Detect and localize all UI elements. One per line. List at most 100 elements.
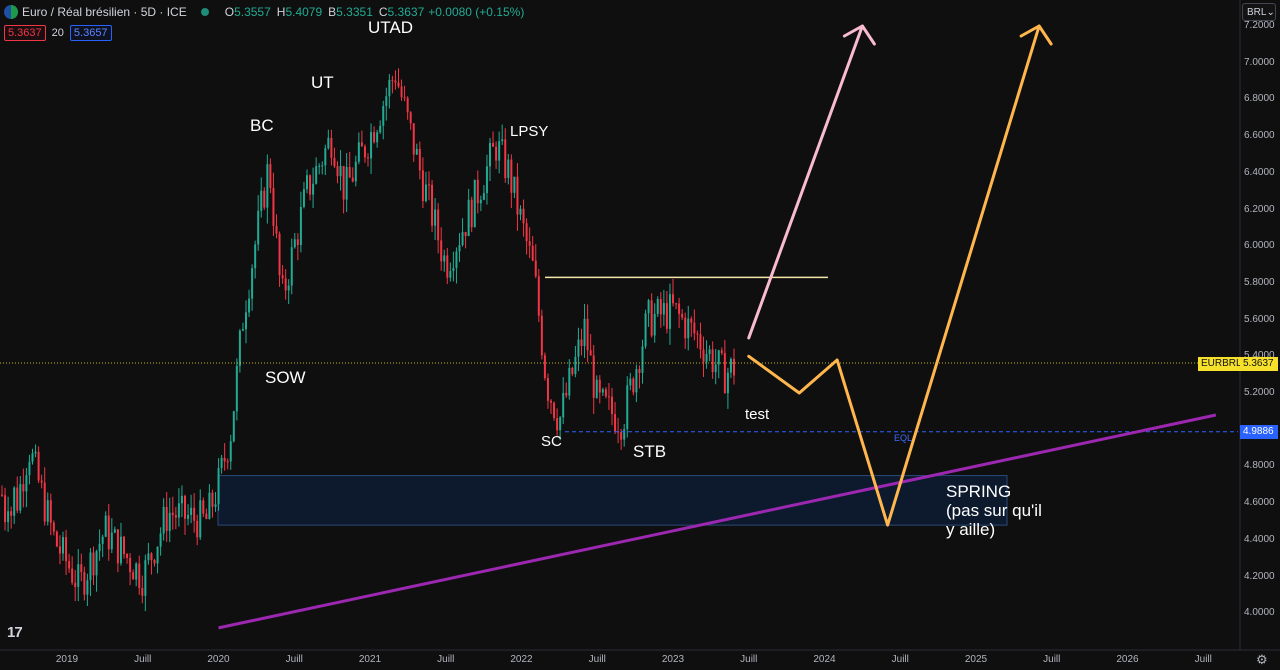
time-tick-label: 2025: [964, 654, 988, 665]
bullish-projection-arrow[interactable]: [747, 24, 864, 340]
candle-body: [132, 572, 135, 580]
candle-body: [251, 268, 254, 299]
candle-body: [440, 240, 443, 262]
label-sow: SOW: [265, 368, 306, 387]
candle-body: [443, 255, 446, 262]
candle-body: [324, 148, 327, 166]
candle-body: [449, 271, 452, 278]
candle-body: [80, 564, 83, 573]
ohlc-close-label: C: [378, 5, 388, 19]
candle-body: [531, 245, 534, 261]
candle-body: [424, 184, 427, 202]
candle-body: [287, 285, 290, 291]
candle-body: [65, 537, 68, 562]
candle-body: [632, 378, 635, 393]
candle-body: [385, 96, 388, 106]
candle-body: [193, 507, 196, 521]
candle-body: [354, 161, 357, 182]
arrow-head-icon: [1019, 24, 1053, 46]
candle-body: [28, 461, 31, 476]
candle-body: [412, 123, 415, 155]
candle-body: [16, 487, 19, 511]
price-tick-label: 6.2000: [1244, 203, 1275, 215]
candle-body: [312, 183, 315, 195]
currency-select[interactable]: BRL ⌄: [1242, 3, 1276, 21]
time-tick-label: 2023: [661, 654, 685, 665]
candle-body: [382, 105, 385, 126]
time-tick-label: Juill: [134, 654, 152, 665]
candle-body: [507, 159, 510, 179]
candle-body: [153, 560, 156, 564]
candle-body: [681, 313, 684, 318]
candle-body: [464, 232, 467, 237]
candle-body: [177, 503, 180, 518]
candle-body: [635, 369, 638, 393]
candle-body: [62, 537, 64, 554]
candle-body: [74, 582, 77, 587]
ohlc-open-value: 5.3557: [234, 5, 271, 19]
candle-body: [260, 190, 263, 211]
time-tick-label: 2022: [510, 654, 533, 665]
candle-body: [467, 199, 470, 237]
candle-body: [638, 369, 641, 373]
candle-body: [202, 500, 205, 514]
label-spring: SPRING (pas sur qu'il y aille): [946, 482, 1042, 539]
candle-body: [397, 82, 400, 87]
candle-body: [662, 303, 665, 315]
label-stb: STB: [633, 442, 667, 461]
candle-body: [711, 349, 714, 373]
buy-button[interactable]: 5.3657: [69, 25, 112, 41]
candle-body: [13, 487, 16, 516]
candle-body: [196, 520, 199, 538]
candle-body: [98, 543, 101, 552]
candle-body: [388, 79, 391, 97]
candle-body: [626, 385, 629, 430]
spring-projection-path[interactable]: [747, 24, 1041, 527]
candle-body: [495, 146, 498, 161]
tradingview-logo-icon[interactable]: 17: [7, 624, 23, 641]
candle-body: [400, 86, 403, 98]
candle-body: [104, 515, 107, 537]
candle-body: [415, 148, 418, 155]
candle-body: [656, 298, 659, 314]
candle-body: [696, 333, 699, 335]
candle-body: [135, 563, 138, 580]
candle-body: [428, 184, 430, 186]
support-trendline[interactable]: [218, 413, 1217, 630]
candle-body: [7, 511, 10, 523]
candle-body: [553, 402, 556, 419]
ohlc-close-value: 5.3637: [387, 5, 425, 19]
candle-body: [379, 125, 382, 133]
candle-body: [345, 167, 348, 200]
candle-body: [107, 515, 110, 550]
candle-body: [684, 317, 687, 339]
candle-body: [190, 507, 193, 515]
ohlc-low-label: B: [328, 5, 337, 19]
candle-body: [49, 500, 52, 523]
candle-body: [376, 132, 379, 143]
settings-gear-icon[interactable]: ⚙: [1256, 652, 1268, 667]
candle-body: [489, 143, 491, 167]
candle-body: [83, 572, 86, 595]
candle-body: [659, 298, 662, 315]
candle-body: [129, 557, 132, 573]
label-utad: UTAD: [368, 18, 414, 37]
candle-body: [461, 232, 464, 246]
symbol-legend[interactable]: Euro / Réal brésilien · 5D · ICE O 5.3557…: [4, 4, 524, 20]
candle-body: [409, 112, 412, 124]
sell-button[interactable]: 5.3637: [4, 25, 46, 41]
price-tick-label: 4.4000: [1244, 533, 1275, 545]
candle-body: [714, 364, 717, 373]
candle-body: [113, 529, 116, 533]
candle-body: [492, 143, 495, 147]
candle-body: [568, 367, 571, 396]
candle-body: [510, 159, 513, 193]
candle-body: [296, 239, 299, 245]
candle-body: [668, 294, 671, 329]
candle-body: [370, 132, 373, 159]
arrow-head-icon: [842, 24, 876, 46]
candle-body: [110, 532, 113, 550]
candle-body: [95, 551, 98, 576]
candle-body: [473, 179, 476, 228]
